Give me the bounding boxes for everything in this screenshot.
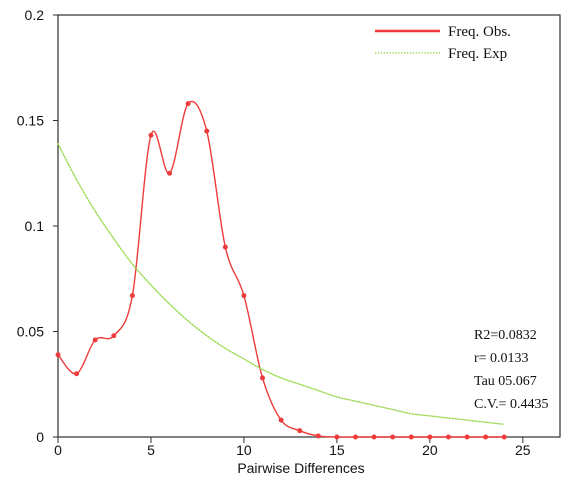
observed-point-23: [483, 434, 489, 440]
x-tick-label-0: 0: [54, 442, 62, 458]
y-tick-label-3: 0.15: [17, 113, 44, 129]
x-tick-label-5: 25: [515, 442, 531, 458]
observed-point-0: [55, 352, 61, 358]
observed-point-7: [185, 101, 191, 107]
observed-point-8: [204, 128, 210, 134]
observed-point-22: [464, 434, 470, 440]
x-axis-title: Pairwise Differences: [237, 460, 364, 476]
observed-point-21: [445, 434, 451, 440]
plot-area: 0 5 10 15 20 25 0 0.05 0.1 0.15 0.2: [17, 7, 561, 458]
observed-series-line: [57, 100, 505, 438]
observed-point-20: [427, 434, 433, 440]
x-tick-label-1: 5: [147, 442, 155, 458]
y-tick-label-2: 0.1: [25, 218, 45, 234]
observed-point-14: [315, 433, 321, 439]
y-tick-label-4: 0.2: [25, 7, 45, 23]
observed-point-6: [167, 170, 173, 176]
observed-point-1: [74, 371, 80, 377]
annotation-r2: R2=0.0832: [474, 328, 537, 343]
annotation-tau: Tau 05.067: [474, 374, 537, 389]
observed-point-16: [352, 434, 358, 440]
observed-point-17: [371, 434, 377, 440]
y-tick-label-1: 0.05: [17, 324, 44, 340]
observed-point-11: [260, 375, 266, 381]
observed-point-3: [111, 333, 117, 339]
tick-layer: 0 5 10 15 20 25 0 0.05 0.1 0.15 0.2: [17, 7, 531, 458]
x-tick-label-4: 20: [422, 442, 438, 458]
expected-series-line: [57, 143, 505, 426]
annotation-r: r= 0.0133: [474, 351, 529, 366]
observed-point-18: [390, 434, 396, 440]
observed-point-10: [241, 293, 247, 299]
observed-point-24: [501, 434, 507, 440]
observed-point-4: [129, 293, 135, 299]
point-layer: [55, 101, 507, 440]
annotation-cv: C.V.= 0.4435: [474, 397, 549, 412]
observed-point-5: [148, 132, 154, 138]
legend-observed-label: Freq. Obs.: [448, 24, 511, 40]
observed-point-12: [278, 417, 284, 423]
observed-point-9: [222, 244, 228, 250]
observed-point-2: [92, 337, 98, 343]
observed-point-13: [297, 428, 303, 434]
x-tick-label-2: 10: [236, 442, 252, 458]
observed-point-19: [408, 434, 414, 440]
legend-expected-label: Freq. Exp: [448, 46, 507, 62]
x-tick-label-3: 15: [329, 442, 345, 458]
y-tick-label-0: 0: [36, 429, 44, 445]
series-layer: [57, 100, 505, 438]
legend: Freq. Obs. Freq. Exp: [375, 24, 511, 62]
observed-point-15: [334, 434, 340, 440]
stats-annotations: R2=0.0832 r= 0.0133 Tau 05.067 C.V.= 0.4…: [474, 328, 549, 412]
